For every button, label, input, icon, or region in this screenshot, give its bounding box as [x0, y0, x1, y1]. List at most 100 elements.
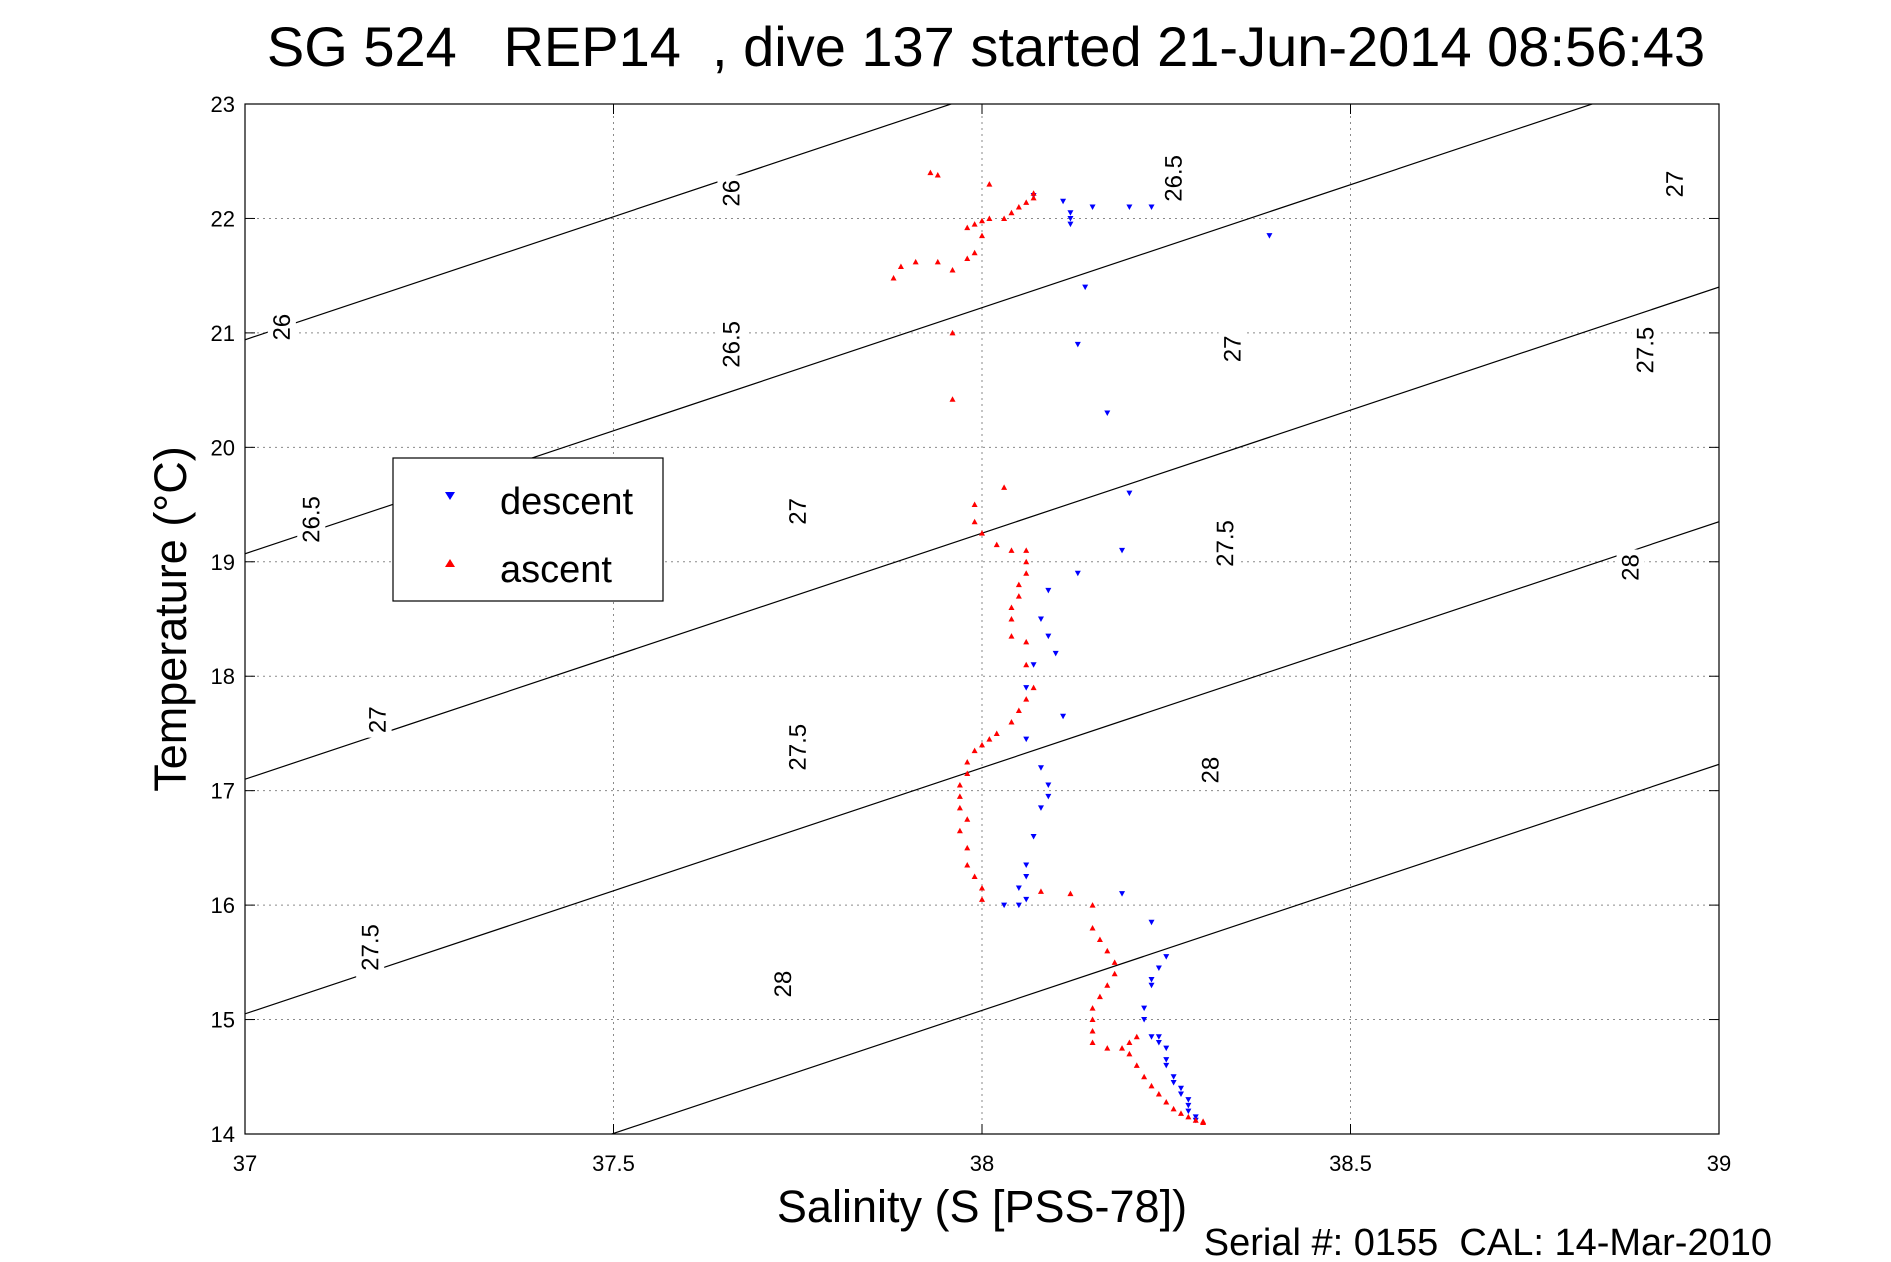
- descent-point: [1037, 616, 1044, 622]
- ascent-point: [1104, 1045, 1111, 1051]
- contour-label-group: 28: [1196, 752, 1225, 789]
- y-tick-label: 16: [211, 893, 235, 918]
- descent-point: [1023, 685, 1030, 691]
- descent-point: [1119, 891, 1126, 897]
- ascent-point: [1111, 970, 1118, 977]
- ascent-point: [1089, 1005, 1096, 1011]
- ascent-point: [986, 736, 993, 742]
- ascent-point: [971, 873, 978, 879]
- descent-point: [1185, 1108, 1192, 1115]
- ascent-point: [979, 884, 985, 891]
- descent-point: [1045, 793, 1052, 800]
- ascent-point: [1037, 888, 1044, 894]
- ascent-point: [964, 844, 971, 851]
- ascent-point: [964, 255, 971, 261]
- contour-label-group: 27.5: [1211, 511, 1240, 576]
- descent-point: [1089, 204, 1096, 210]
- contour-label-gap: [1660, 166, 1689, 203]
- ascent-point: [1001, 215, 1008, 221]
- ascent-point: [1023, 661, 1030, 668]
- descent-point: [1170, 1074, 1177, 1080]
- y-tick-labels: 14 15 16 17 18 19 20 21 22 23: [211, 92, 235, 1147]
- descent-point: [1155, 965, 1162, 972]
- chart-title: SG 524 REP14 , dive 137 started 21-Jun-2…: [267, 15, 1705, 78]
- ascent-point: [1030, 190, 1037, 196]
- ascent-point: [986, 215, 993, 221]
- ascent-point: [1008, 616, 1015, 622]
- descent-point: [1126, 204, 1133, 210]
- contour-label: 27.5: [1212, 520, 1239, 567]
- descent-point: [1141, 1005, 1148, 1012]
- contour-label: 27: [1220, 336, 1247, 363]
- descent-point: [1045, 782, 1052, 788]
- ascent-point: [1096, 936, 1103, 942]
- y-axis-label: Temperature (°C): [145, 446, 196, 792]
- ascent-point: [956, 827, 963, 834]
- contour-label: 27.5: [357, 924, 384, 971]
- ascent-point: [1126, 1050, 1133, 1057]
- ascent-point: [1008, 604, 1015, 611]
- contour-label-group: 27: [363, 701, 392, 738]
- contour-label-group: 27: [1660, 166, 1689, 203]
- legend-descent-label: descent: [500, 481, 634, 523]
- contour-label-group: 26.5: [297, 487, 326, 552]
- descent-point: [1015, 902, 1022, 909]
- contour-label-gap: [1616, 549, 1645, 586]
- contour-label-group: 26: [717, 175, 746, 212]
- legend-ascent-label: ascent: [500, 549, 612, 591]
- ascent-point: [1023, 696, 1030, 702]
- ascent-point: [971, 518, 978, 525]
- ascent-point: [964, 770, 971, 776]
- ascent-point: [1111, 959, 1118, 965]
- contour-label-group: 27: [1218, 330, 1247, 367]
- ascent-point: [1192, 1117, 1199, 1123]
- ascent-point: [1141, 1073, 1148, 1080]
- descent-point: [1192, 1114, 1199, 1120]
- ascent-point: [1133, 1033, 1140, 1040]
- legend-descent-marker: [445, 492, 455, 500]
- ascent-point: [986, 181, 993, 187]
- ascent-point: [1185, 1113, 1192, 1120]
- descent-point: [1163, 1062, 1170, 1069]
- descent-point: [1148, 919, 1155, 926]
- ascent-point: [1030, 194, 1037, 201]
- ascent-point: [979, 741, 985, 748]
- descent-point: [1148, 982, 1155, 989]
- descent-point: [1185, 1097, 1192, 1103]
- contour-label: 28: [1197, 757, 1224, 784]
- ascent-point: [1096, 993, 1103, 1000]
- ascent-point: [1015, 707, 1022, 714]
- descent-point: [1119, 547, 1126, 554]
- contour-label-group: 27: [783, 493, 812, 530]
- ascent-point: [964, 224, 971, 231]
- ascent-point: [1163, 1098, 1170, 1105]
- ascent-point: [971, 747, 978, 754]
- descent-point: [1067, 221, 1074, 228]
- ascent-point: [1023, 547, 1030, 553]
- ascent-point: [993, 541, 1000, 548]
- axis-ticks: [244, 103, 1720, 1135]
- contour-label: 28: [1618, 554, 1645, 581]
- ascent-point: [1023, 558, 1030, 565]
- ascent-point: [1126, 1039, 1133, 1045]
- descent-point: [1060, 713, 1067, 720]
- descent-point: [1037, 805, 1044, 811]
- descent-point: [1023, 874, 1030, 880]
- ascent-point: [964, 759, 971, 765]
- descent-point: [1141, 1017, 1148, 1023]
- descent-point: [1155, 1034, 1162, 1040]
- ascent-point: [1200, 1119, 1207, 1126]
- ascent-point: [1015, 593, 1022, 599]
- ascent-point: [1067, 890, 1074, 897]
- grid-lines: [245, 104, 1719, 1134]
- contour-label: 26: [269, 314, 296, 341]
- contour-label-gap: [768, 966, 798, 1003]
- descent-point: [1045, 587, 1052, 594]
- ascent-point: [1030, 684, 1037, 691]
- contour-label-gap: [1211, 511, 1240, 576]
- ascent-point: [979, 217, 985, 224]
- serial-cal-footer: Serial #: 0155 CAL: 14-Mar-2010: [1204, 1222, 1772, 1262]
- contour-label-gap: [356, 915, 385, 980]
- descent-point: [1001, 902, 1008, 909]
- descent-point: [1170, 1080, 1177, 1086]
